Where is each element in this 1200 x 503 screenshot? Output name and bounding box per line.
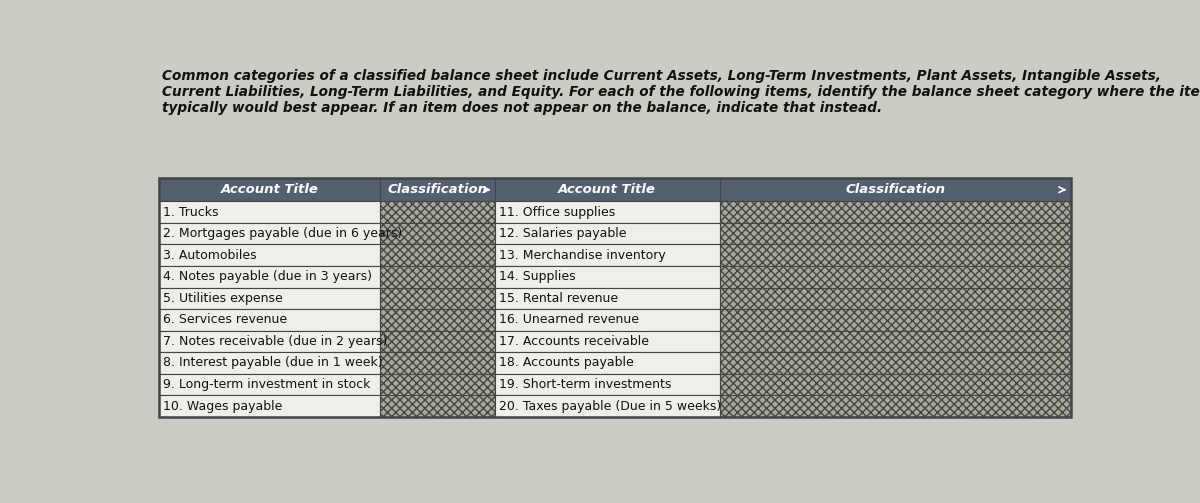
Bar — [720, 309, 1070, 330]
Text: 2. Mortgages payable (due in 6 years): 2. Mortgages payable (due in 6 years) — [163, 227, 402, 240]
Bar — [720, 244, 1070, 266]
Bar — [720, 395, 1070, 417]
Text: Classification: Classification — [845, 183, 946, 196]
Bar — [380, 288, 494, 309]
Bar — [380, 309, 494, 330]
Bar — [160, 374, 380, 395]
Bar — [494, 309, 720, 330]
Text: 20. Taxes payable (Due in 5 weeks): 20. Taxes payable (Due in 5 weeks) — [499, 399, 721, 412]
Bar — [494, 330, 720, 352]
Text: 3. Automobiles: 3. Automobiles — [163, 248, 257, 262]
Bar — [160, 330, 380, 352]
Text: 11. Office supplies: 11. Office supplies — [499, 206, 616, 218]
Bar — [494, 223, 720, 244]
Text: 13. Merchandise inventory: 13. Merchandise inventory — [499, 248, 666, 262]
Bar — [380, 374, 494, 395]
Bar — [494, 266, 720, 288]
Bar — [494, 352, 720, 374]
Text: 6. Services revenue: 6. Services revenue — [163, 313, 287, 326]
Bar — [160, 288, 380, 309]
Bar — [380, 352, 494, 374]
Text: 16. Unearned revenue: 16. Unearned revenue — [499, 313, 638, 326]
Text: 15. Rental revenue: 15. Rental revenue — [499, 292, 618, 305]
Text: 5. Utilities expense: 5. Utilities expense — [163, 292, 283, 305]
Text: 17. Accounts receivable: 17. Accounts receivable — [499, 335, 649, 348]
Text: 12. Salaries payable: 12. Salaries payable — [499, 227, 626, 240]
Bar — [380, 223, 494, 244]
Bar — [380, 330, 494, 352]
Bar — [380, 244, 494, 266]
Text: 10. Wages payable: 10. Wages payable — [163, 399, 282, 412]
Bar — [720, 223, 1070, 244]
Text: Classification: Classification — [388, 183, 487, 196]
Bar — [720, 178, 1070, 201]
Bar — [720, 352, 1070, 374]
Bar — [380, 178, 494, 201]
Bar — [160, 352, 380, 374]
Bar — [720, 266, 1070, 288]
Text: Common categories of a classified balance sheet include Current Assets, Long-Ter: Common categories of a classified balanc… — [162, 69, 1200, 115]
Bar — [720, 201, 1070, 223]
Text: 14. Supplies: 14. Supplies — [499, 270, 575, 283]
Text: 19. Short-term investments: 19. Short-term investments — [499, 378, 671, 391]
Bar — [160, 309, 380, 330]
Bar — [720, 330, 1070, 352]
Bar — [160, 178, 380, 201]
Text: 4. Notes payable (due in 3 years): 4. Notes payable (due in 3 years) — [163, 270, 372, 283]
Bar — [494, 374, 720, 395]
Bar — [160, 201, 380, 223]
Bar — [494, 395, 720, 417]
Text: 1. Trucks: 1. Trucks — [163, 206, 218, 218]
Text: Account Title: Account Title — [221, 183, 319, 196]
Text: 18. Accounts payable: 18. Accounts payable — [499, 357, 634, 370]
Bar — [494, 178, 720, 201]
Bar — [160, 244, 380, 266]
Bar — [380, 395, 494, 417]
Bar — [160, 223, 380, 244]
Bar — [720, 288, 1070, 309]
Bar — [160, 266, 380, 288]
Text: 8. Interest payable (due in 1 week): 8. Interest payable (due in 1 week) — [163, 357, 383, 370]
Bar — [494, 201, 720, 223]
Text: 9. Long-term investment in stock: 9. Long-term investment in stock — [163, 378, 371, 391]
Bar — [160, 395, 380, 417]
Bar — [494, 288, 720, 309]
Text: 7. Notes receivable (due in 2 years): 7. Notes receivable (due in 2 years) — [163, 335, 388, 348]
Bar — [160, 178, 1070, 417]
Bar — [380, 201, 494, 223]
Bar — [380, 266, 494, 288]
Text: Account Title: Account Title — [558, 183, 656, 196]
Bar — [494, 244, 720, 266]
Bar — [720, 374, 1070, 395]
